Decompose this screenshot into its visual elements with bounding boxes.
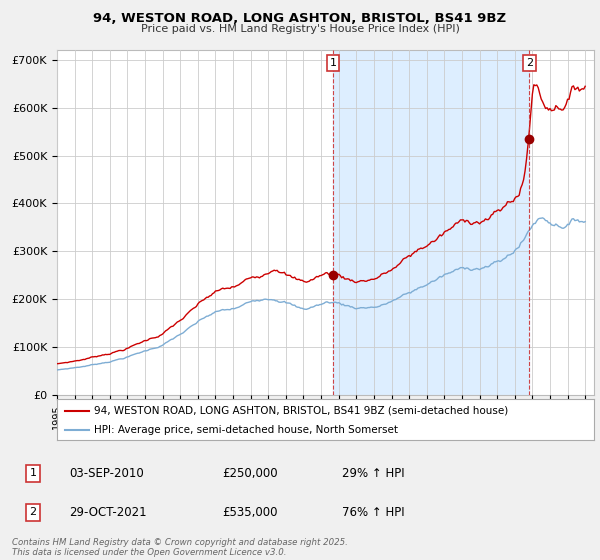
Text: 76% ↑ HPI: 76% ↑ HPI <box>342 506 404 519</box>
Text: Price paid vs. HM Land Registry's House Price Index (HPI): Price paid vs. HM Land Registry's House … <box>140 24 460 34</box>
Text: 03-SEP-2010: 03-SEP-2010 <box>69 466 144 480</box>
Text: 94, WESTON ROAD, LONG ASHTON, BRISTOL, BS41 9BZ (semi-detached house): 94, WESTON ROAD, LONG ASHTON, BRISTOL, B… <box>94 405 508 416</box>
Text: £250,000: £250,000 <box>222 466 278 480</box>
Text: 29% ↑ HPI: 29% ↑ HPI <box>342 466 404 480</box>
Text: 1: 1 <box>29 468 37 478</box>
Text: 94, WESTON ROAD, LONG ASHTON, BRISTOL, BS41 9BZ: 94, WESTON ROAD, LONG ASHTON, BRISTOL, B… <box>94 12 506 25</box>
Text: £535,000: £535,000 <box>222 506 277 519</box>
Text: HPI: Average price, semi-detached house, North Somerset: HPI: Average price, semi-detached house,… <box>94 424 398 435</box>
Bar <box>333 50 529 395</box>
Text: 29-OCT-2021: 29-OCT-2021 <box>69 506 146 519</box>
Text: 1: 1 <box>329 58 337 68</box>
Text: 2: 2 <box>29 507 37 517</box>
Text: 2: 2 <box>526 58 533 68</box>
Text: Contains HM Land Registry data © Crown copyright and database right 2025.
This d: Contains HM Land Registry data © Crown c… <box>12 538 348 557</box>
